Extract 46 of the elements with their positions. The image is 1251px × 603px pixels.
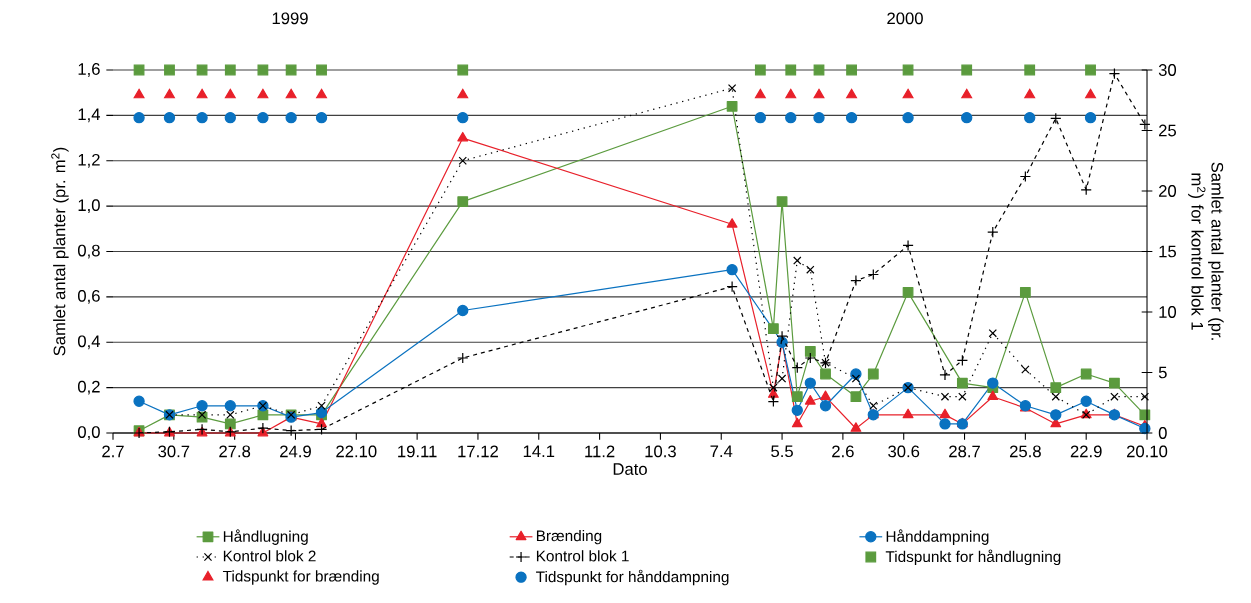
y-tick-label: 1,0	[78, 199, 100, 214]
x-axis-title: Dato	[613, 463, 647, 475]
x-tick-label: 30.7	[158, 445, 190, 458]
y-tick-label: 1,6	[78, 63, 100, 77]
x-tick-label: 2.7	[102, 445, 124, 458]
y2-tick-label: 5	[1158, 366, 1167, 379]
x-tick-label: 25.8	[1009, 445, 1041, 458]
legend-label: Tidspunkt for hånddampning	[536, 569, 729, 586]
y-axis-title: Samlet antal planter (pr. m$^{2}$)	[51, 147, 69, 356]
x-tick-label: 24.9	[280, 445, 311, 458]
text: 1999	[272, 12, 308, 25]
legend-label: Kontrol blok 2	[223, 550, 316, 562]
legend-label: Kontrol blok 1	[536, 550, 629, 562]
x-tick-label: 27.8	[219, 445, 251, 458]
y-tick-label: 0,6	[77, 290, 100, 304]
y2-tick-label: 30	[1158, 64, 1177, 76]
x-tick-label: 19.11	[398, 445, 437, 458]
y2-tick-label: 15	[1159, 245, 1177, 258]
x-tick-label: 28.7	[949, 445, 980, 458]
y2-tick-label: 25	[1159, 124, 1177, 137]
y-tick-label: 0,2	[77, 380, 100, 395]
x-tick-label: 5.5	[771, 445, 793, 458]
y-tick-label: 0,4	[77, 335, 101, 350]
x-tick-label: 22.10	[336, 445, 377, 458]
x-tick-label: 20.10	[1127, 445, 1168, 458]
x-tick-label: 2.6	[832, 445, 854, 458]
legend-label: Hånddampning	[886, 529, 989, 545]
x-tick-label: 11.2	[585, 445, 615, 458]
legend-label: Tidspunkt for brænding	[222, 570, 379, 585]
x-tick-label: 30.6	[888, 445, 920, 458]
text: 2000	[887, 12, 923, 25]
y-tick-label: 1,4	[78, 108, 101, 123]
x-tick-label: 10.3	[645, 445, 676, 458]
x-tick-label: 14.1	[523, 445, 555, 457]
y-tick-label: 1,2	[78, 153, 100, 168]
y-tick-label: 0,0	[77, 426, 100, 440]
x-tick-label: 7.4	[710, 445, 733, 457]
x-tick-label: 17.12	[458, 445, 498, 458]
legend-label: Håndlugning	[223, 529, 308, 545]
legend-label: Brænding	[536, 529, 602, 545]
y2-tick-label: 10	[1159, 306, 1177, 318]
y-tick-label: 0,8	[77, 244, 100, 259]
y2-tick-label: 20	[1159, 185, 1177, 197]
legend-label: Tidspunkt for håndlugning	[885, 549, 1061, 566]
y2-tick-label: 0	[1158, 427, 1167, 439]
x-tick-label: 22.9	[1070, 445, 1102, 458]
